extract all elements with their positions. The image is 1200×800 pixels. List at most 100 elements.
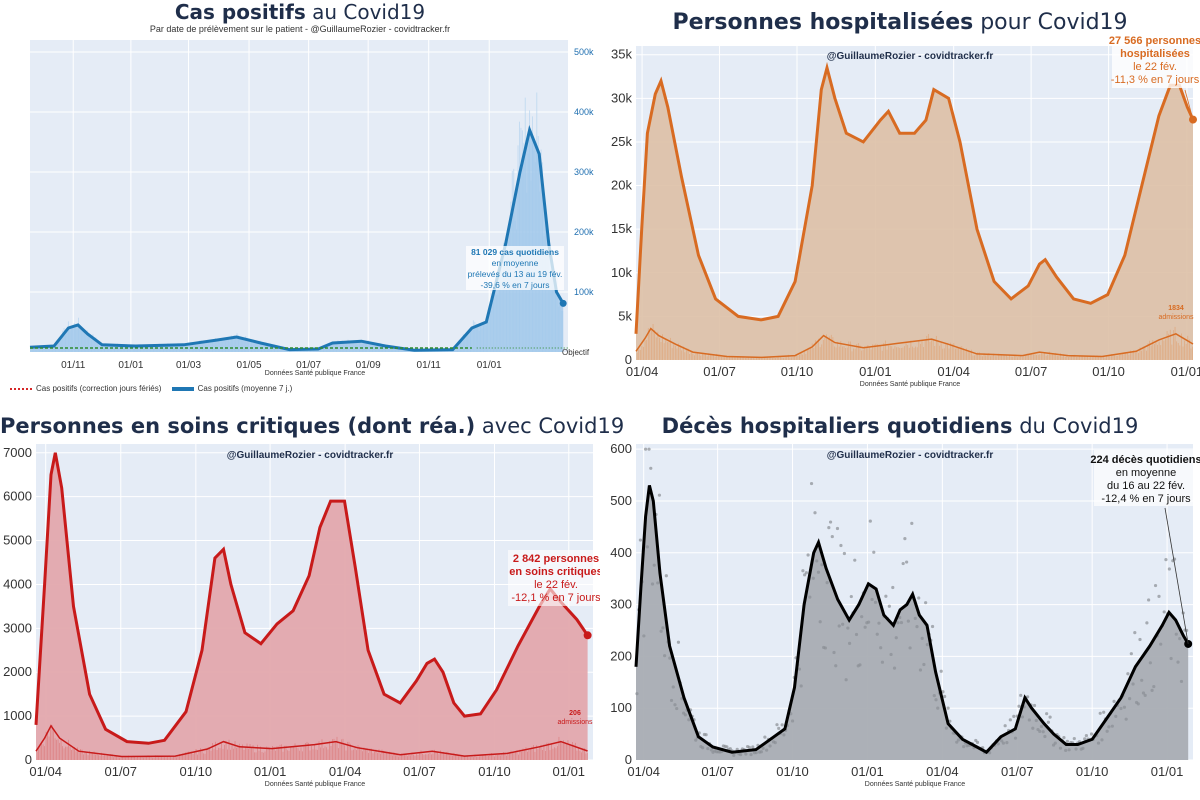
deaths-daily-point xyxy=(1043,734,1047,739)
deaths-daily-point xyxy=(1112,699,1116,703)
deaths-daily-point xyxy=(645,545,649,549)
deaths-daily-point xyxy=(868,519,872,523)
deaths-daily-point xyxy=(1133,631,1137,635)
deaths-daily-point xyxy=(939,669,943,673)
deaths-daily-point xyxy=(880,660,885,664)
cases-ytick-label: 500k xyxy=(574,47,594,57)
deaths-panel: Décès hospitaliers quotidiens du Covid19… xyxy=(600,400,1200,800)
deaths-daily-point xyxy=(934,698,938,702)
objective-label: Objectif xyxy=(562,348,590,357)
icu-line xyxy=(34,452,589,745)
deaths-daily-point xyxy=(1122,705,1127,709)
deaths-daily-point xyxy=(768,744,772,748)
deaths-daily-point xyxy=(915,625,919,629)
deaths-daily-point xyxy=(913,616,917,620)
deaths-title-rest: du Covid19 xyxy=(1012,414,1139,438)
deaths-daily-point xyxy=(663,654,667,658)
deaths-daily-point xyxy=(1124,717,1128,721)
icu-ytick-label: 3000 xyxy=(3,620,32,635)
deaths-daily-point xyxy=(809,481,814,486)
icu-admissions-value: 206 xyxy=(569,710,581,717)
deaths-daily-point xyxy=(1141,691,1146,695)
deaths-ytick-label: 300 xyxy=(610,597,632,612)
icu-xtick-label: 01/07 xyxy=(104,764,137,779)
deaths-daily-point xyxy=(1169,656,1173,661)
hosp-annotation-bg xyxy=(1112,32,1198,88)
deaths-daily-point xyxy=(839,543,843,548)
deaths-daily-point xyxy=(649,466,653,470)
legend-average-label: Cas positifs (moyenne 7 j.) xyxy=(197,384,293,393)
cases-annotation-line: -39,6 % en 7 jours xyxy=(481,280,550,290)
deaths-daily-point xyxy=(1138,637,1142,642)
hosp-xtick-label: 01/07 xyxy=(703,364,736,379)
deaths-daily-point xyxy=(652,563,656,567)
deaths-ytick-label: 200 xyxy=(610,648,632,663)
deaths-daily-point xyxy=(841,622,845,626)
deaths-daily-point xyxy=(1179,679,1184,684)
icu-annotation-line: 2 842 personnes xyxy=(513,553,599,565)
deaths-daily-point xyxy=(1174,632,1178,636)
hosp-annotation-line: -11,3 % en 7 jours xyxy=(1111,74,1200,86)
icu-annotation-bg xyxy=(508,550,600,606)
deaths-daily-point xyxy=(849,594,853,599)
deaths-daily-point xyxy=(930,624,935,629)
cases-annotation-line: en moyenne xyxy=(492,258,539,268)
deaths-daily-point xyxy=(918,668,923,672)
hosp-ytick-label: 15k xyxy=(611,221,632,236)
cases-chart: 100k 200k 300k 400k 500k 01/11 01/01 01/03 01/05… xyxy=(29,40,594,371)
deaths-daily-point xyxy=(790,719,795,723)
deaths-daily-point xyxy=(830,534,834,539)
deaths-daily-point xyxy=(1102,710,1106,714)
deaths-daily-point xyxy=(1072,736,1076,741)
icu-ytick-label: 5000 xyxy=(3,533,32,548)
deaths-daily-point xyxy=(661,626,665,630)
deaths-daily-point xyxy=(1017,704,1021,708)
hosp-ytick-label: 25k xyxy=(611,134,632,149)
icu-xtick-label: 01/01 xyxy=(254,764,287,779)
deaths-daily-point xyxy=(872,550,876,554)
deaths-daily-point xyxy=(884,594,888,598)
deaths-daily-point xyxy=(739,753,743,757)
icu-xtick-label: 01/07 xyxy=(403,764,436,779)
icu-ytick-label: 7000 xyxy=(3,445,32,460)
deaths-daily-point xyxy=(1003,724,1007,728)
deaths-source: Données Santé publique France xyxy=(864,781,966,788)
cases-ytick-label: 400k xyxy=(574,107,594,117)
deaths-daily-point xyxy=(669,698,674,703)
cases-title-rest: au Covid19 xyxy=(305,0,426,24)
deaths-daily-point xyxy=(1089,732,1094,736)
hosp-ytick-label: 20k xyxy=(611,178,632,193)
deaths-daily-point xyxy=(701,746,705,750)
deaths-daily-point xyxy=(853,558,857,562)
deaths-daily-point xyxy=(846,626,850,630)
deaths-title: Décès hospitaliers quotidiens du Covid19 xyxy=(600,414,1200,438)
cases-ytick-label: 200k xyxy=(574,227,594,237)
deaths-daily-point xyxy=(744,752,748,756)
hosp-admissions-value: 1834 xyxy=(1168,305,1184,312)
hosp-source: Données Santé publique France xyxy=(859,381,961,388)
deaths-daily-point xyxy=(647,447,651,451)
hosp-annotation-line: hospitalisées xyxy=(1120,48,1190,60)
icu-source: Données Santé publique France xyxy=(264,781,366,788)
deaths-daily-point xyxy=(1065,739,1069,743)
icu-title: Personnes en soins critiques (dont réa.)… xyxy=(0,414,624,438)
hosp-title-rest: pour Covid19 xyxy=(973,10,1128,35)
deaths-daily-point xyxy=(671,685,675,689)
cases-xtick-label: 01/11 xyxy=(61,360,86,371)
deaths-daily-point xyxy=(1098,711,1102,715)
deaths-daily-point xyxy=(1048,715,1052,719)
deaths-xtick-label: 01/10 xyxy=(1076,764,1109,779)
deaths-daily-point xyxy=(858,663,862,667)
hosp-xtick-label: 01/01 xyxy=(859,364,892,379)
deaths-ytick-label: 600 xyxy=(610,441,632,456)
icu-title-bold: Personnes en soins critiques (dont réa.) xyxy=(0,414,476,438)
deaths-daily-point xyxy=(1126,672,1130,676)
deaths-daily-point xyxy=(1114,714,1118,718)
icu-ytick-label: 0 xyxy=(25,752,32,767)
deaths-daily-point xyxy=(860,615,864,619)
deaths-daily-point xyxy=(642,634,646,638)
cases-xtick-label: 01/03 xyxy=(176,360,201,371)
deaths-daily-point xyxy=(955,740,959,744)
hosp-panel: Personnes hospitalisées pour Covid19 0 5k… xyxy=(600,0,1200,400)
hosp-xtick-label: 01/04 xyxy=(937,364,970,379)
